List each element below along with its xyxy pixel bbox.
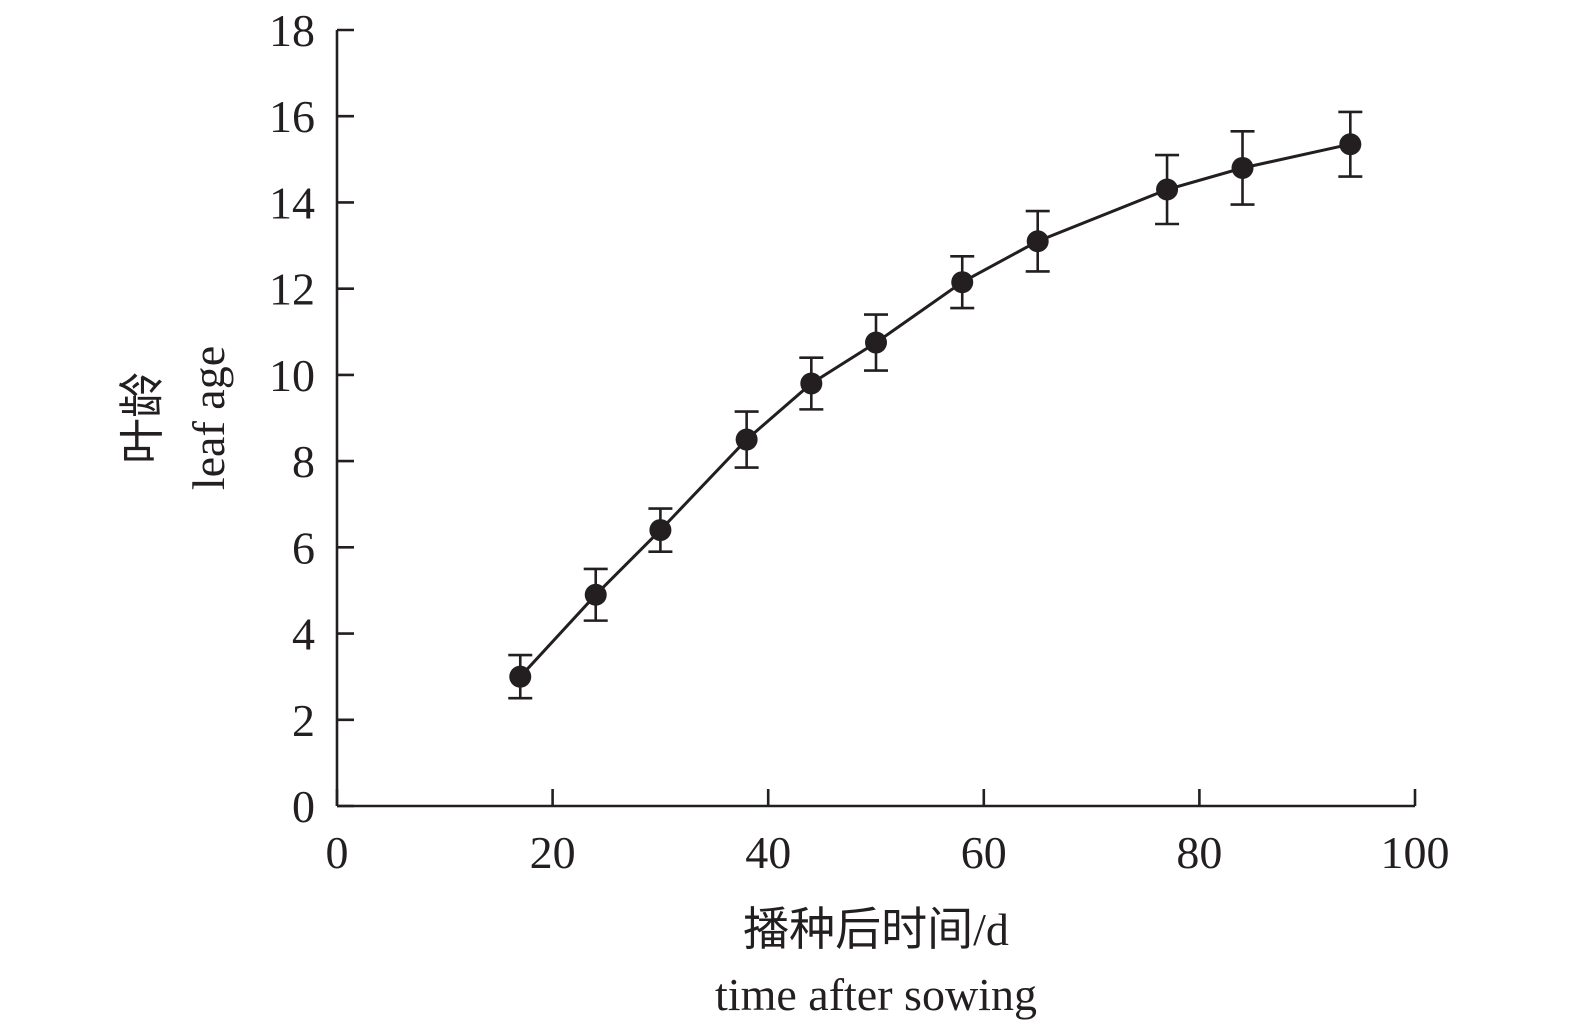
data-point (1156, 178, 1179, 201)
data-point (1231, 156, 1254, 179)
y-tick-label: 4 (292, 609, 315, 660)
data-point (1026, 230, 1049, 253)
series-leaf-age (508, 110, 1363, 700)
data-point (735, 428, 758, 451)
y-ticks: 0 2 4 6 8 10 12 14 16 18 (269, 5, 354, 832)
data-point (951, 271, 974, 294)
data-point (1339, 133, 1362, 156)
y-tick-label: 16 (269, 91, 315, 142)
x-tick-label: 20 (530, 827, 576, 878)
axes (335, 30, 1415, 808)
x-tick-label: 40 (745, 827, 791, 878)
y-tick-label: 12 (269, 264, 315, 315)
x-axis-title-cn: 播种后时间/d (743, 904, 1009, 955)
y-tick-label: 18 (269, 5, 315, 56)
y-tick-label: 6 (292, 522, 315, 573)
series-line (519, 142, 1351, 678)
x-tick-label: 100 (1381, 827, 1450, 878)
y-axis-title-cn: 叶龄 (117, 372, 168, 464)
x-tick-label: 60 (961, 827, 1007, 878)
x-tick-label: 0 (326, 827, 349, 878)
x-axis-title-en: time after sowing (715, 969, 1037, 1020)
data-point (584, 583, 607, 606)
data-point (800, 372, 823, 395)
y-tick-label: 14 (269, 177, 315, 228)
y-tick-label: 10 (269, 350, 315, 401)
x-tick-label: 80 (1176, 827, 1222, 878)
y-axis-title-en: leaf age (183, 346, 234, 490)
y-tick-label: 8 (292, 436, 315, 487)
x-ticks: 0 20 40 60 80 100 (326, 789, 1450, 878)
data-point (865, 331, 887, 354)
y-tick-label: 0 (292, 781, 315, 832)
y-tick-label: 2 (292, 695, 315, 746)
data-point (649, 519, 672, 542)
data-point (509, 665, 532, 688)
